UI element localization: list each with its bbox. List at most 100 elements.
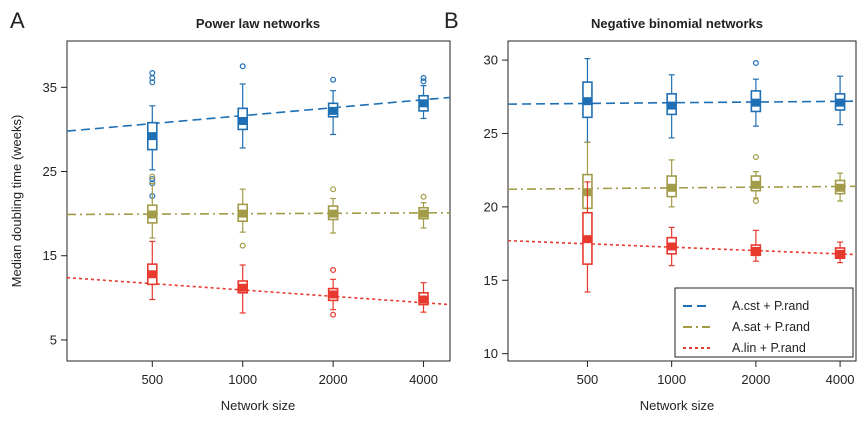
panel-a-y-tick-label: 25 bbox=[43, 164, 57, 179]
panel-b-title: Negative binomial networks bbox=[591, 16, 763, 31]
outlier-point bbox=[752, 153, 759, 160]
legend-entry-sat: A.sat + P.rand bbox=[683, 320, 810, 334]
median-marker bbox=[329, 106, 338, 115]
median-marker bbox=[751, 180, 760, 189]
panel-b-y-tick-label: 15 bbox=[484, 273, 498, 288]
median-marker bbox=[583, 235, 592, 244]
panel-a-x-tick-label: 2000 bbox=[319, 372, 348, 387]
panel-b-y-tick-label: 10 bbox=[484, 346, 498, 361]
panel-a-x-ticks: 500 1000 2000 4000 bbox=[141, 361, 438, 387]
panel-a-fit-lines bbox=[66, 96, 451, 306]
panel-b-box-sat-4000 bbox=[834, 172, 846, 202]
panel-a-fit-line-cst bbox=[66, 96, 451, 132]
panel-a-y-axis-label: Median doubling time (weeks) bbox=[9, 115, 24, 288]
outlier-point bbox=[149, 79, 156, 86]
median-marker bbox=[419, 295, 428, 304]
panel-a-x-tick-label: 1000 bbox=[228, 372, 257, 387]
median-marker bbox=[836, 183, 845, 192]
panel-b-box-cst-2000 bbox=[750, 60, 762, 127]
panel-b-box-lin-1000 bbox=[666, 226, 677, 267]
panel-b-box-sat-1000 bbox=[666, 159, 677, 208]
panel-a-y-ticks: 5 15 25 35 bbox=[43, 80, 67, 347]
median-marker bbox=[329, 290, 338, 299]
panel-b-box-lin-500 bbox=[582, 181, 593, 293]
panel-a-box-sat-500 bbox=[146, 173, 158, 239]
panel-a-box-lin-2000 bbox=[327, 267, 339, 318]
median-marker bbox=[329, 209, 338, 218]
outlier-point bbox=[149, 69, 156, 76]
panel-b-box-lin-4000 bbox=[834, 241, 846, 264]
panel-b-box-cst-1000 bbox=[666, 74, 677, 139]
panel-b-fit-lines bbox=[507, 100, 857, 256]
panel-b-x-tick-label: 500 bbox=[577, 372, 599, 387]
outlier-point bbox=[239, 63, 246, 70]
panel-b-y-tick-label: 25 bbox=[484, 126, 498, 141]
outlier-point bbox=[420, 193, 427, 200]
outlier-point bbox=[752, 60, 759, 67]
panel-a-x-tick-label: 4000 bbox=[409, 372, 438, 387]
panel-b-x-axis-label: Network size bbox=[640, 398, 714, 413]
panel-a-fit-line-lin bbox=[66, 276, 451, 306]
panel-a-y-tick-label: 5 bbox=[50, 332, 57, 347]
outlier-point bbox=[420, 78, 427, 85]
panel-b-box-sat-2000 bbox=[750, 153, 762, 205]
outlier-point bbox=[752, 198, 759, 205]
panel-b-x-ticks: 500 1000 2000 4000 bbox=[577, 361, 855, 387]
panel-b-x-tick-label: 2000 bbox=[741, 372, 770, 387]
median-marker bbox=[583, 97, 592, 106]
panel-a-box-cst-4000 bbox=[418, 75, 429, 120]
panel-a-y-tick-label: 35 bbox=[43, 80, 57, 95]
panel-b-x-tick-label: 1000 bbox=[657, 372, 686, 387]
panel-b-box-lin-2000 bbox=[750, 229, 762, 262]
median-marker bbox=[836, 98, 845, 107]
median-marker bbox=[667, 183, 676, 192]
panel-b-plot-frame bbox=[507, 40, 857, 362]
median-marker bbox=[751, 246, 760, 255]
panel-b-y-ticks: 10 15 20 25 30 bbox=[484, 53, 508, 361]
median-marker bbox=[419, 99, 428, 108]
panel-a-box-lin-1000 bbox=[237, 264, 249, 314]
panel-a-fit-line-sat bbox=[66, 211, 451, 216]
outlier-point bbox=[330, 267, 337, 274]
outlier-point bbox=[239, 242, 246, 249]
panel-a-x-tick-label: 500 bbox=[141, 372, 163, 387]
outlier-point bbox=[330, 186, 337, 193]
legend-box bbox=[674, 287, 854, 358]
panel-b-x-tick-label: 4000 bbox=[826, 372, 855, 387]
panel-a-box-sat-1000 bbox=[237, 188, 249, 249]
median-marker bbox=[238, 117, 247, 125]
legend: A.cst + P.rand A.sat + P.rand A.lin + P.… bbox=[674, 287, 854, 358]
panel-a-box-sat-2000 bbox=[327, 186, 339, 234]
median-marker bbox=[836, 249, 845, 258]
panel-a-boxes bbox=[146, 63, 429, 318]
panel-a-box-lin-4000 bbox=[418, 282, 429, 313]
panel-b-letter: B bbox=[444, 8, 459, 33]
median-marker bbox=[238, 283, 247, 292]
median-marker bbox=[148, 132, 157, 141]
panel-a-letter: A bbox=[10, 8, 25, 33]
panel-a-title: Power law networks bbox=[196, 16, 320, 31]
median-marker bbox=[667, 101, 676, 110]
panel-b-fit-line-cst bbox=[507, 100, 857, 105]
panel-a-box-sat-4000 bbox=[418, 193, 429, 229]
panel-b-box-cst-500 bbox=[582, 58, 593, 143]
panel-a: A Power law networks 5 15 25 35 500 1000 2000… bbox=[9, 8, 451, 413]
median-marker bbox=[238, 209, 247, 218]
panel-b-y-tick-label: 30 bbox=[484, 53, 498, 68]
panel-a-y-tick-label: 15 bbox=[43, 248, 57, 263]
panel-a-x-axis-label: Network size bbox=[221, 398, 295, 413]
panel-a-box-cst-2000 bbox=[327, 76, 339, 136]
outlier-point bbox=[149, 173, 156, 180]
panel-a-box-cst-1000 bbox=[237, 63, 249, 149]
legend-entry-lin: A.lin + P.rand bbox=[683, 341, 806, 355]
panel-b-box-cst-4000 bbox=[834, 75, 846, 126]
legend-entry-cst: A.cst + P.rand bbox=[683, 299, 809, 313]
outlier-point bbox=[330, 311, 337, 318]
outlier-point bbox=[330, 76, 337, 83]
median-marker bbox=[751, 98, 760, 107]
legend-label-sat: A.sat + P.rand bbox=[732, 320, 810, 334]
panel-b-y-tick-label: 20 bbox=[484, 199, 498, 214]
median-marker bbox=[148, 210, 157, 219]
median-marker bbox=[148, 270, 157, 279]
panel-b-boxes bbox=[582, 58, 846, 293]
